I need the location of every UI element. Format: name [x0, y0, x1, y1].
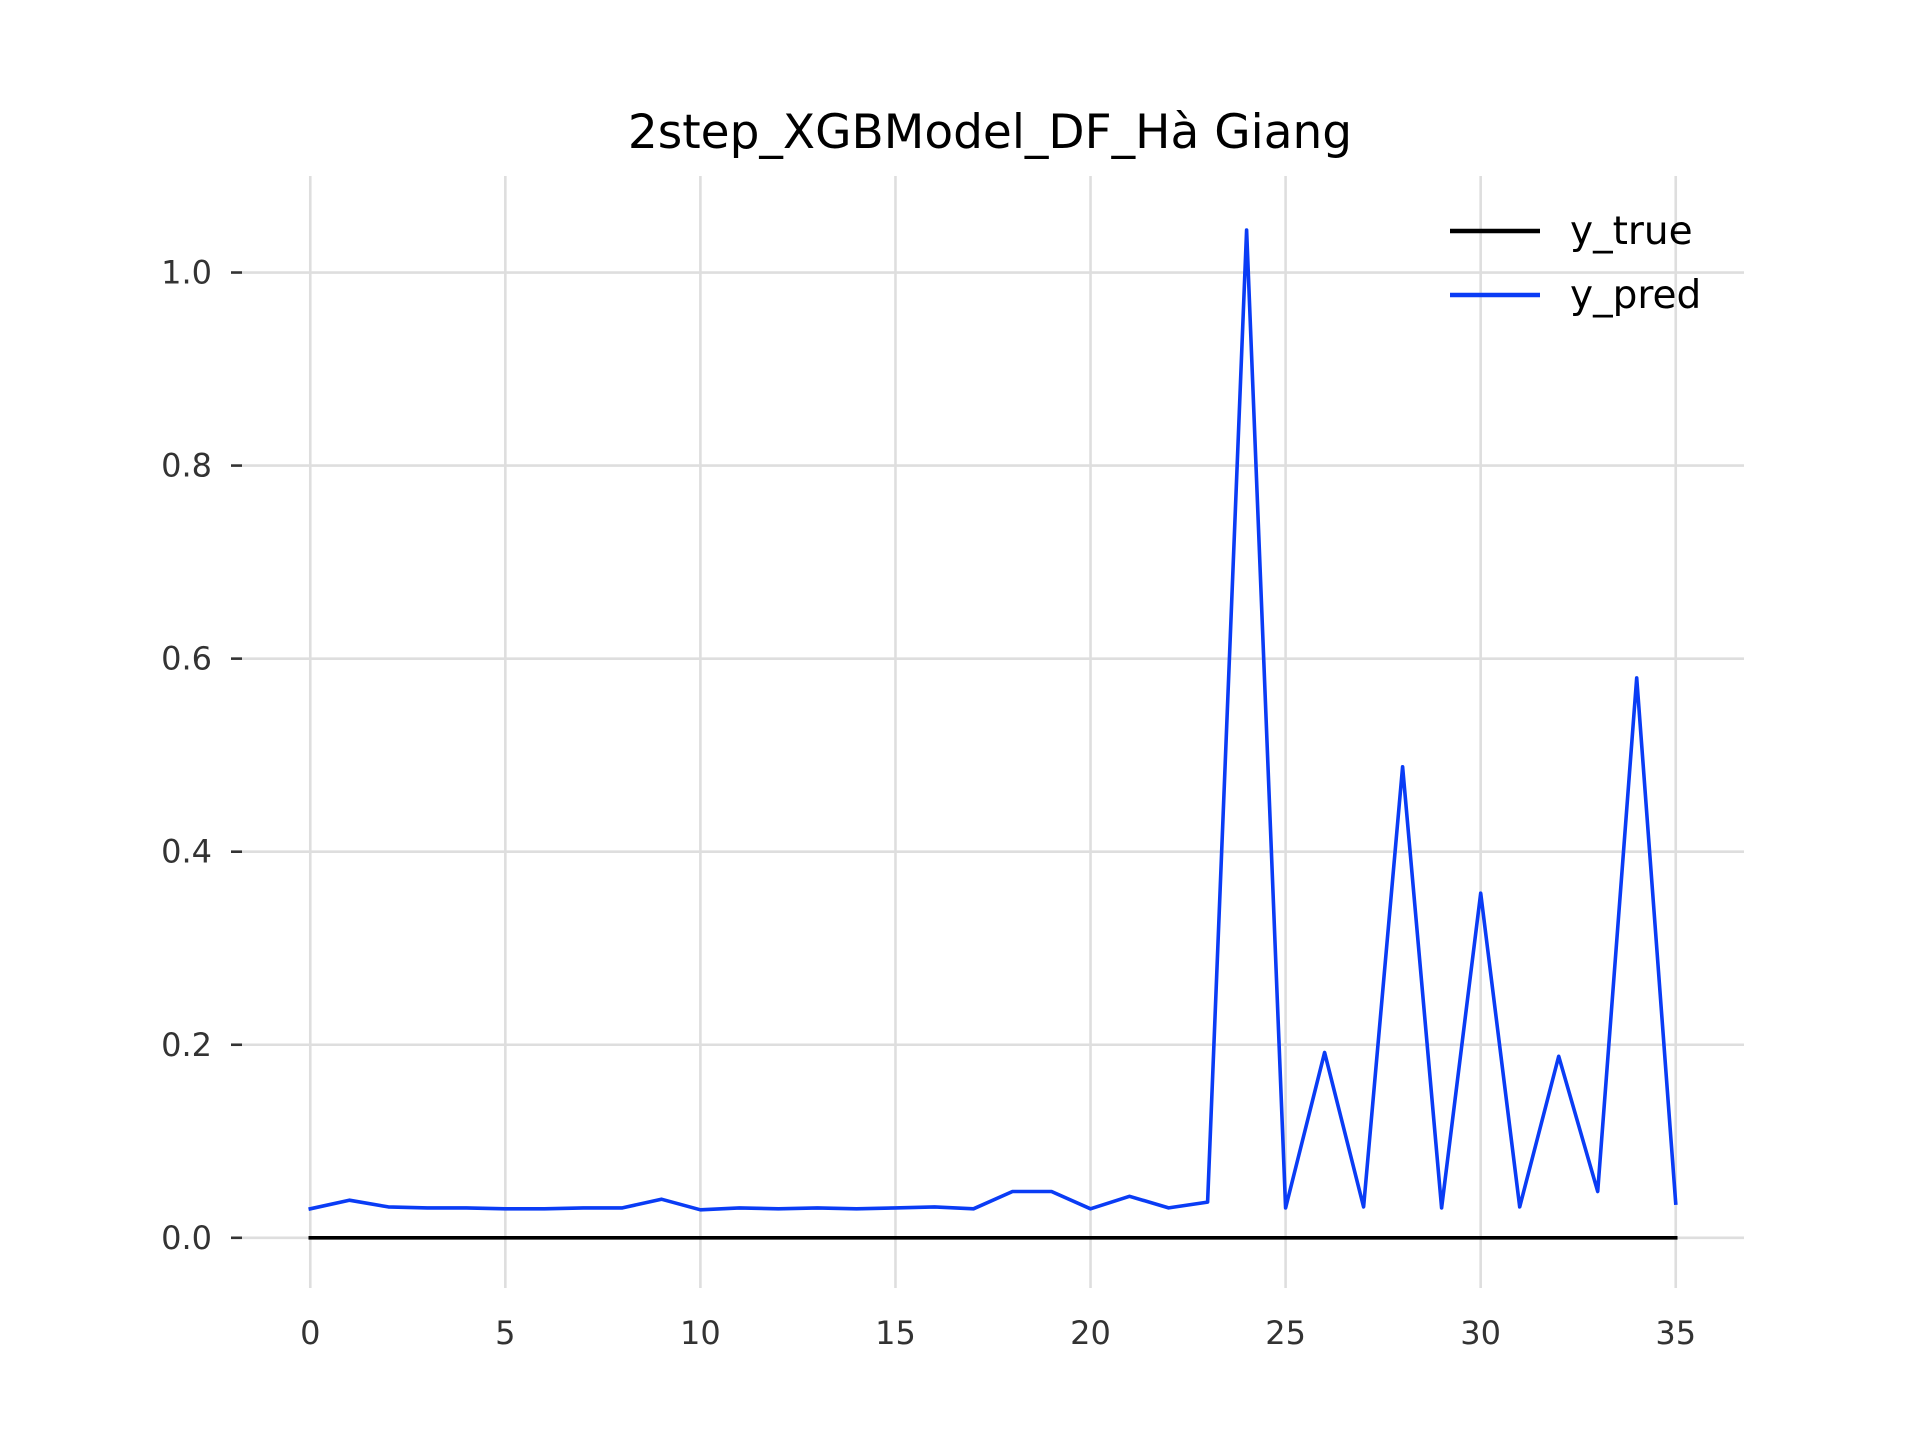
legend: y_true y_pred: [1450, 209, 1701, 318]
x-tick-label: 25: [1265, 1314, 1306, 1352]
x-tick-label: 0: [300, 1314, 320, 1352]
x-tick-label: 5: [495, 1314, 515, 1352]
grid: [242, 176, 1744, 1288]
legend-label-y-pred: y_pred: [1570, 273, 1701, 318]
y-tick-label: 1.0: [161, 254, 212, 292]
legend-label-y-true: y_true: [1570, 209, 1693, 254]
series-layer: [308, 228, 1678, 1240]
y-tick-label: 0.6: [161, 640, 212, 678]
x-tick-label: 10: [680, 1314, 721, 1352]
y-tick-label: 0.2: [161, 1026, 212, 1064]
x-tick-label: 20: [1070, 1314, 1111, 1352]
axis-ticks: 0 5 10 15 20 25 30 35 0.0 0.2 0.4 0.6 0.8 1.0: [161, 254, 1696, 1352]
x-tick-label: 15: [875, 1314, 916, 1352]
y-tick-label: 0.8: [161, 447, 212, 485]
x-tick-label: 35: [1655, 1314, 1696, 1352]
y-tick-label: 0.4: [161, 833, 212, 871]
x-tick-label: 30: [1460, 1314, 1501, 1352]
y-tick-label: 0.0: [161, 1219, 212, 1257]
chart-title: 2step_XGBModel_DF_Hà Giang: [628, 105, 1352, 160]
series-line-y-pred: [308, 228, 1678, 1212]
